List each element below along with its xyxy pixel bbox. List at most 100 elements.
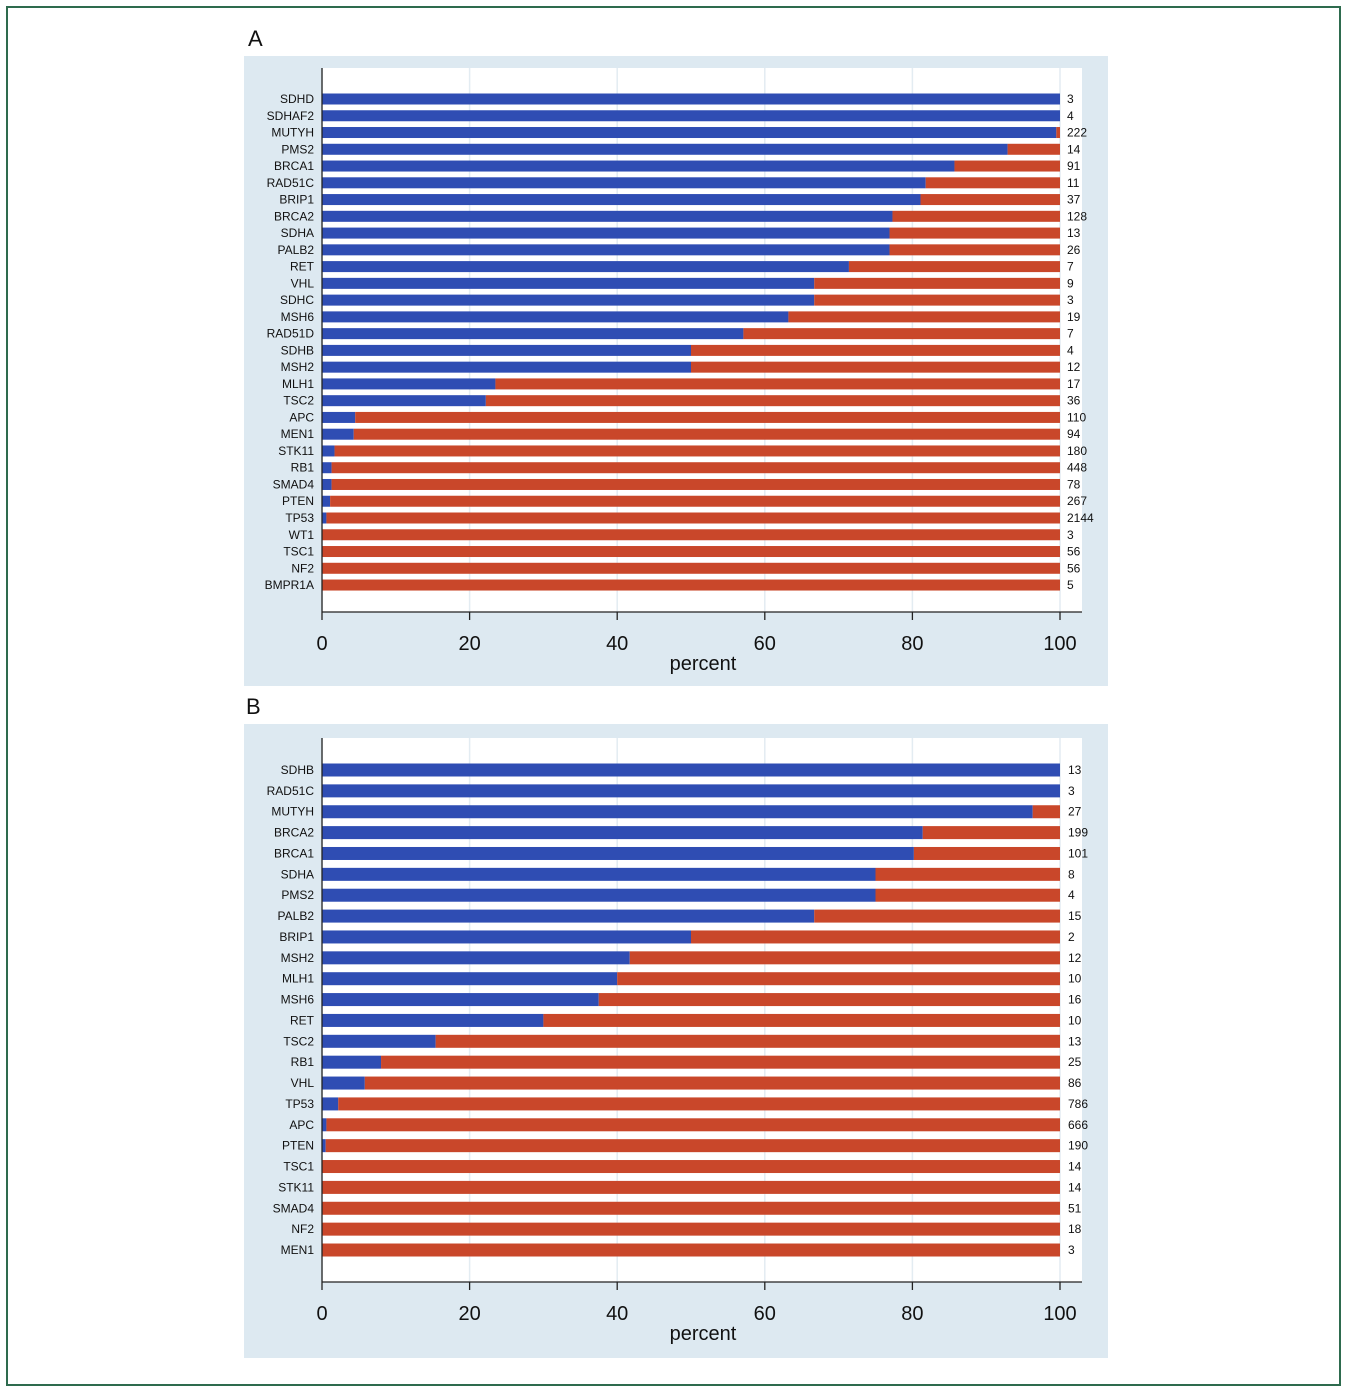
panel-b-category-label: MSH6 bbox=[281, 993, 315, 1007]
panel-b-category-label: SDHA bbox=[281, 867, 314, 881]
panel-b-count-label: 10 bbox=[1068, 972, 1082, 986]
panel-a-category-label: BRIP1 bbox=[279, 193, 314, 207]
panel-b-category-label: TSC2 bbox=[283, 1034, 314, 1048]
panel-b-count-label: 51 bbox=[1068, 1201, 1082, 1215]
panel-a-bar-ret-blue bbox=[322, 261, 849, 273]
panel-a-count-label: 2144 bbox=[1067, 511, 1094, 525]
panel-b-bar-palb2-red bbox=[814, 909, 1060, 923]
panel-a-category-label: BRCA1 bbox=[274, 159, 314, 173]
panel-a-count-label: 4 bbox=[1067, 343, 1074, 357]
panel-a-category-label: SDHAF2 bbox=[267, 109, 315, 123]
panel-b-bar-pten-blue bbox=[322, 1139, 326, 1153]
panel-b-count-label: 190 bbox=[1068, 1139, 1088, 1153]
panel-a-bar-vhl-blue bbox=[322, 277, 815, 289]
panel-a-count-label: 14 bbox=[1067, 142, 1081, 156]
panel-b-count-label: 86 bbox=[1068, 1076, 1082, 1090]
panel-a-bar-msh6-red bbox=[788, 311, 1060, 323]
panel-a-category-label: SDHC bbox=[280, 293, 314, 307]
panel-label-b: B bbox=[246, 694, 261, 719]
panel-b-bar-msh6-red bbox=[598, 993, 1060, 1007]
panel-a-count-label: 222 bbox=[1067, 126, 1087, 140]
panel-b-bar-brca2-blue bbox=[322, 826, 923, 840]
panel-a-category-label: SDHD bbox=[280, 92, 314, 106]
panel-b-category-label: TSC1 bbox=[283, 1160, 314, 1174]
panel-b-bar-sdha-red bbox=[875, 867, 1060, 881]
panel-b-category-label: PTEN bbox=[282, 1139, 314, 1153]
panel-a-bar-mutyh-blue bbox=[322, 127, 1057, 139]
panel-a-count-label: 36 bbox=[1067, 394, 1081, 408]
panel-b-category-label: RB1 bbox=[291, 1055, 315, 1069]
panel-a-bar-smad4-blue bbox=[322, 478, 332, 490]
panel-b-count-label: 13 bbox=[1068, 1034, 1082, 1048]
panel-a-bar-nf2-red bbox=[322, 562, 1060, 574]
panel-a-count-label: 56 bbox=[1067, 561, 1081, 575]
panel-a-bar-sdha-blue bbox=[322, 227, 890, 239]
panel-a-bar-vhl-red bbox=[814, 277, 1060, 289]
panel-a-category-label: RAD51C bbox=[267, 176, 315, 190]
panel-a-bar-pms2-red bbox=[1007, 143, 1060, 155]
panel-a-bar-men1-blue bbox=[322, 428, 354, 440]
panel-b-bar-ret-red bbox=[543, 1013, 1060, 1027]
panel-b-bar-tp53-red bbox=[338, 1097, 1061, 1111]
panel-a-category-label: APC bbox=[289, 410, 314, 424]
panel-label-a: A bbox=[248, 26, 263, 51]
panel-a-bar-rad51d-red bbox=[743, 328, 1060, 340]
panel-a-bar-tp53-red bbox=[326, 512, 1061, 524]
panel-a-count-label: 17 bbox=[1067, 377, 1081, 391]
panel-a-category-label: PALB2 bbox=[278, 243, 315, 257]
panel-b-bar-vhl-blue bbox=[322, 1076, 365, 1090]
panel-a-count-label: 110 bbox=[1067, 410, 1086, 424]
panel-b-x-tick-label: 20 bbox=[458, 1303, 480, 1325]
panel-a-count-label: 13 bbox=[1067, 226, 1081, 240]
panel-b-bar-tsc2-red bbox=[435, 1034, 1061, 1048]
panel-a-category-label: MSH2 bbox=[281, 360, 315, 374]
panel-b-category-label: STK11 bbox=[278, 1180, 314, 1194]
panel-a-bar-pten-blue bbox=[322, 495, 331, 507]
panel-a-bar-brip1-blue bbox=[322, 194, 921, 206]
panel-b-category-label: MLH1 bbox=[282, 972, 314, 986]
panel-a-x-tick-label: 100 bbox=[1043, 633, 1076, 655]
panel-a-category-label: TP53 bbox=[285, 511, 314, 525]
panel-a-bar-stk11-blue bbox=[322, 445, 335, 457]
panel-a-bar-palb2-blue bbox=[322, 244, 890, 256]
panel-a-count-label: 91 bbox=[1067, 159, 1081, 173]
panel-a-category-label: NF2 bbox=[291, 561, 314, 575]
panel-a-category-label: RET bbox=[290, 260, 315, 274]
panel-a-bar-palb2-red bbox=[889, 244, 1060, 256]
panel-b-category-label: MUTYH bbox=[271, 805, 314, 819]
panel-b-category-label: RAD51C bbox=[267, 784, 315, 798]
panel-a-category-label: STK11 bbox=[278, 444, 314, 458]
panel-a-count-label: 5 bbox=[1067, 578, 1074, 592]
panel-b-bar-tsc1-red bbox=[322, 1160, 1060, 1174]
panel-b-x-tick-label: 40 bbox=[606, 1303, 628, 1325]
panel-b-category-label: RET bbox=[290, 1013, 315, 1027]
panel-a-bar-msh2-red bbox=[691, 361, 1060, 373]
panel-a-count-label: 9 bbox=[1067, 276, 1074, 290]
panel-a-category-label: SDHB bbox=[281, 343, 314, 357]
panel-b-bar-brip1-red bbox=[691, 930, 1060, 944]
panel-a-category-label: PMS2 bbox=[281, 142, 314, 156]
panel-b-category-label: VHL bbox=[291, 1076, 315, 1090]
panel-b-category-label: SMAD4 bbox=[273, 1201, 315, 1215]
panel-a-bar-msh6-blue bbox=[322, 311, 789, 323]
panel-b-count-label: 14 bbox=[1068, 1180, 1082, 1194]
panel-a-category-label: SDHA bbox=[281, 226, 314, 240]
panel-b-bar-pms2-blue bbox=[322, 888, 876, 902]
panel-a-bar-stk11-red bbox=[334, 445, 1060, 457]
panel-b-count-label: 8 bbox=[1068, 867, 1075, 881]
panel-a-bar-mlh1-red bbox=[495, 378, 1060, 390]
panel-b-x-tick-label: 0 bbox=[316, 1303, 327, 1325]
panel-b-plot-area bbox=[322, 738, 1082, 1282]
panel-a-count-label: 448 bbox=[1067, 461, 1087, 475]
panel-a-category-label: TSC1 bbox=[283, 545, 314, 559]
panel-a-bar-tsc2-blue bbox=[322, 395, 486, 407]
panel-a-bar-bmpr1a-red bbox=[322, 579, 1060, 591]
panel-b-count-label: 25 bbox=[1068, 1055, 1082, 1069]
panel-a-bar-wt1-red bbox=[322, 529, 1060, 541]
panel-b-bar-msh2-blue bbox=[322, 951, 630, 965]
panel-a-count-label: 94 bbox=[1067, 427, 1081, 441]
panel-b-bar-tsc2-blue bbox=[322, 1034, 436, 1048]
panel-a-count-label: 267 bbox=[1067, 494, 1087, 508]
panel-a-category-label: BRCA2 bbox=[274, 209, 314, 223]
panel-b-category-label: BRCA2 bbox=[274, 826, 314, 840]
